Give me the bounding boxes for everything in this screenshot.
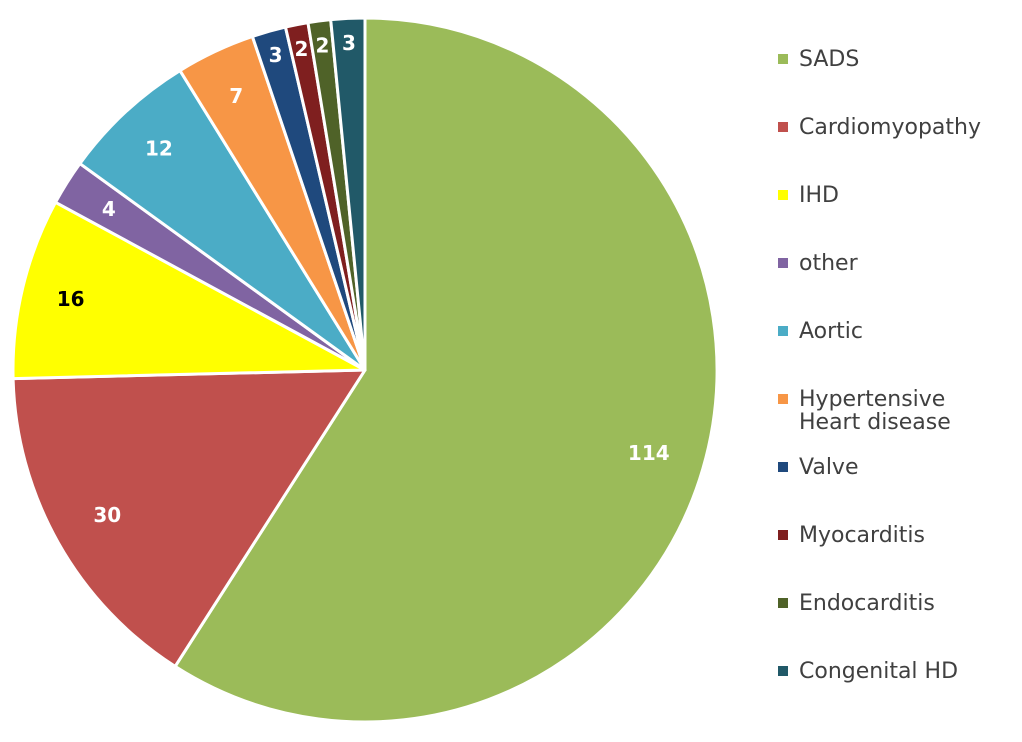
pie-slice-aortic	[78, 69, 367, 372]
legend-label: Cardiomyopathy	[799, 114, 981, 140]
data-label-valve: 3	[269, 43, 283, 67]
legend-label: SADS	[799, 46, 860, 72]
legend-item-cardiomyopathy: Cardiomyopathy	[778, 114, 981, 140]
legend-swatch	[778, 122, 788, 132]
legend-swatch	[778, 190, 788, 200]
legend-label: IHD	[799, 182, 839, 208]
pie-slices	[11, 16, 719, 724]
legend-label: other	[799, 250, 858, 276]
legend-label: Aortic	[799, 318, 864, 344]
data-label-cardiomyopathy: 30	[93, 503, 121, 527]
legend-item-endocarditis: Endocarditis	[778, 590, 935, 616]
legend-label: Hypertensive	[799, 386, 946, 412]
pie-slice-congenital-hd	[329, 16, 367, 372]
legend-swatch	[778, 394, 788, 404]
data-label-aortic: 12	[145, 136, 173, 160]
legend-swatch	[778, 54, 788, 64]
legend-label-line2: Heart disease	[799, 410, 951, 435]
data-label-sads: 114	[628, 441, 670, 465]
legend-item-congenital-hd: Congenital HD	[778, 658, 958, 684]
legend-swatch	[778, 598, 788, 608]
pie-slice-sads	[173, 16, 719, 724]
legend-label: Valve	[799, 454, 859, 480]
legend-item-aortic: Aortic	[778, 318, 863, 344]
legend-label: Myocarditis	[799, 522, 925, 548]
legend-item-other: other	[778, 250, 858, 276]
data-label-endocarditis: 2	[316, 33, 330, 57]
data-label-myocarditis: 2	[295, 37, 309, 61]
legend-item-myocarditis: Myocarditis	[778, 522, 925, 548]
legend-item-hypertensive: Hypertensive Heart disease	[778, 386, 951, 435]
pie-slice-cardiomyopathy	[11, 368, 367, 668]
legend-label: Congenital HD	[799, 658, 959, 684]
data-label-ihd: 16	[57, 287, 85, 311]
data-label-other: 4	[102, 197, 116, 221]
legend-label: Endocarditis	[799, 590, 935, 616]
legend-item-valve: Valve	[778, 454, 859, 480]
pie-slice-ihd	[11, 200, 367, 381]
data-label-hypertensive: 7	[229, 84, 243, 108]
legend-swatch	[778, 258, 788, 268]
legend-swatch	[778, 530, 788, 540]
legend-swatch	[778, 462, 788, 472]
legend-swatch	[778, 326, 788, 336]
legend-item-sads: SADS	[778, 46, 859, 72]
data-label-congenital-hd: 3	[342, 31, 356, 55]
legend-swatch	[778, 666, 788, 676]
legend-item-ihd: IHD	[778, 182, 839, 208]
